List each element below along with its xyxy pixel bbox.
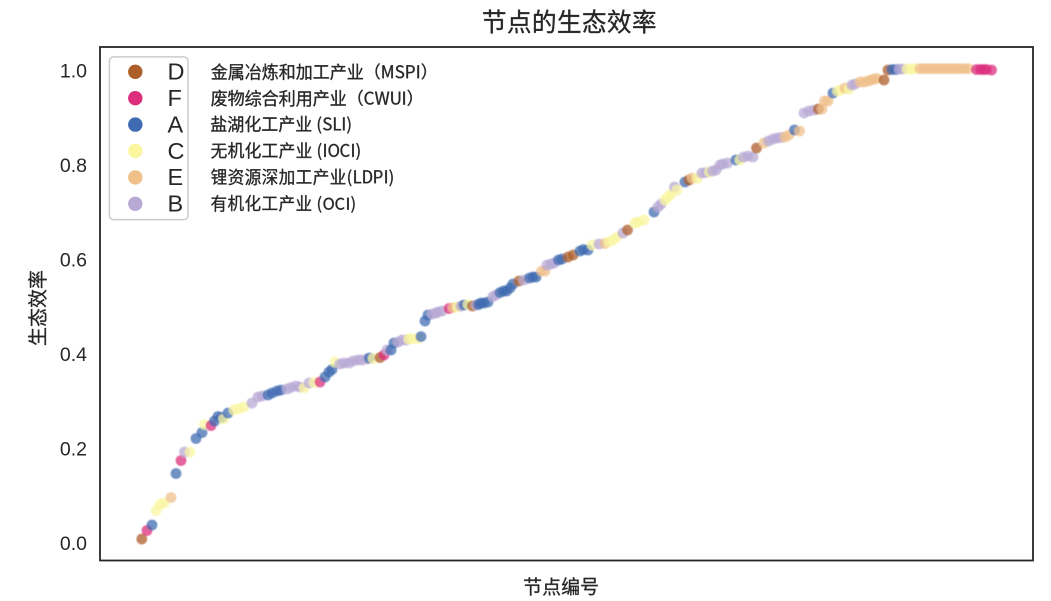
svg-text:C: C [168, 138, 185, 164]
svg-text:E: E [168, 164, 184, 190]
svg-text:A: A [168, 111, 184, 137]
svg-text:0.8: 0.8 [60, 155, 87, 177]
svg-text:D: D [168, 59, 185, 85]
svg-text:0.6: 0.6 [60, 250, 87, 272]
svg-text:0.2: 0.2 [60, 439, 87, 461]
svg-text:F: F [168, 85, 182, 111]
svg-text:0.4: 0.4 [60, 344, 87, 366]
svg-text:1.0: 1.0 [60, 61, 87, 83]
svg-text:0.0: 0.0 [60, 533, 87, 555]
svg-text:B: B [168, 191, 184, 217]
